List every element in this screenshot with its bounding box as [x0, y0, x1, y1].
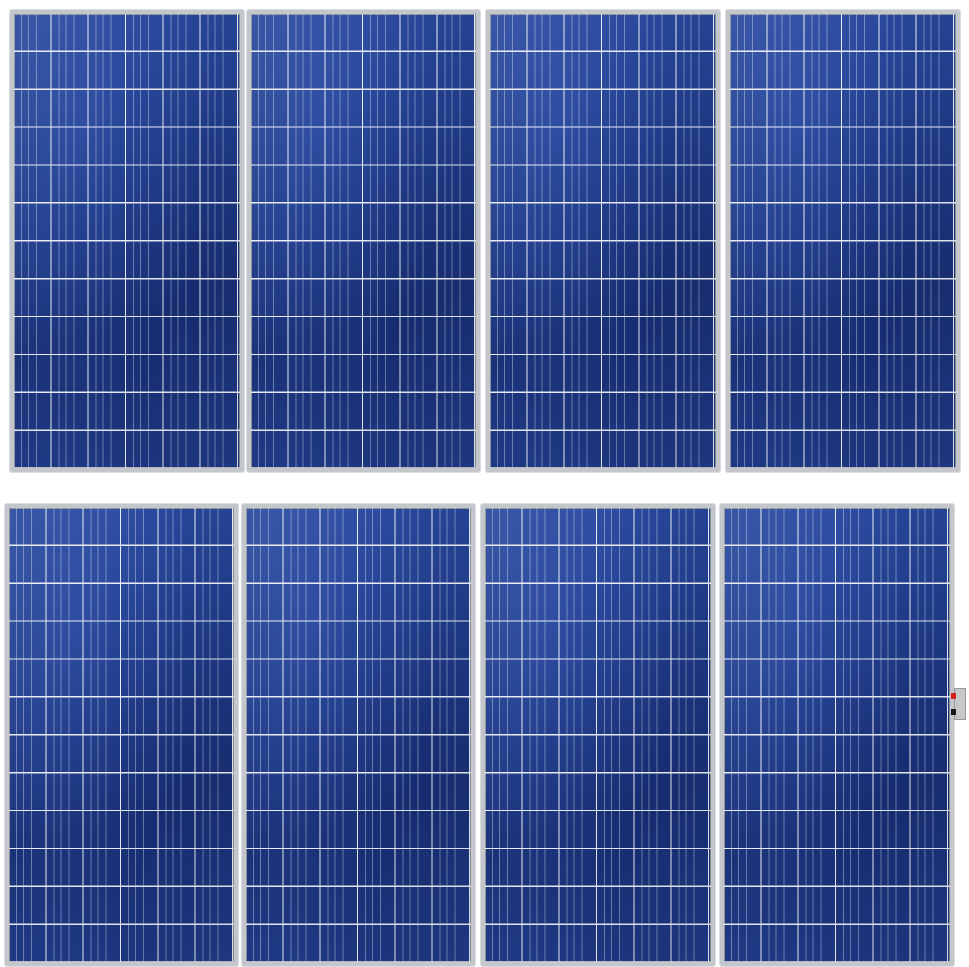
- panel-cell-grid: [724, 508, 950, 962]
- panel-row2-4: [720, 504, 954, 966]
- panel-row2-1: [5, 504, 238, 966]
- panel-cell-grid: [730, 14, 956, 468]
- panel-row2-2: [242, 504, 475, 966]
- panel-cell-grid: [485, 508, 711, 962]
- positive-terminal-icon: [951, 693, 956, 699]
- panel-row1-4: [726, 10, 960, 472]
- panel-row1-3: [486, 10, 720, 472]
- negative-terminal-icon: [951, 709, 956, 715]
- junction-connector-icon: [951, 688, 966, 720]
- panel-cell-grid: [14, 14, 240, 468]
- panel-cell-grid: [9, 508, 234, 962]
- panel-row2-3: [481, 504, 715, 966]
- panel-cell-grid: [490, 14, 716, 468]
- panel-cell-grid: [246, 508, 471, 962]
- panel-cell-grid: [251, 14, 476, 468]
- panel-row1-2: [247, 10, 480, 472]
- panel-row1-1: [10, 10, 244, 472]
